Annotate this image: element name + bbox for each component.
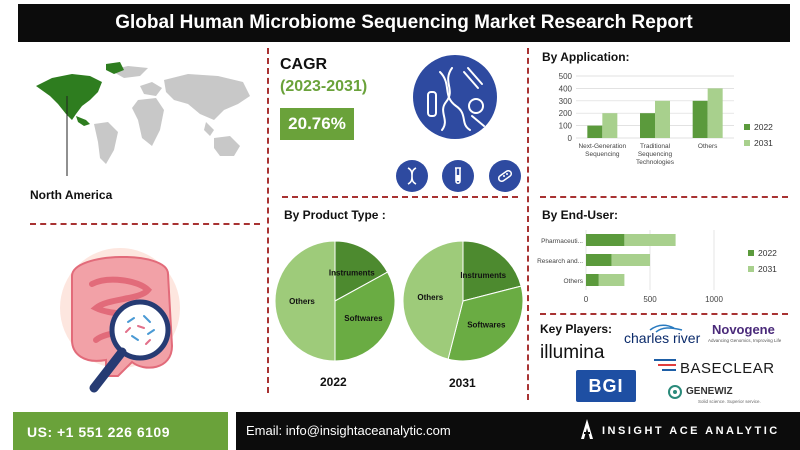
footer-phone: US: +1 551 226 6109 [27, 424, 170, 440]
genewiz-tagline: Solid science. Superior service. [698, 399, 761, 404]
pie-slice-others [402, 240, 464, 360]
pie-slice-softwares [447, 285, 524, 362]
divider-horizontal-left [30, 223, 260, 225]
cagr-period: (2023-2031) [280, 78, 368, 95]
bar-2031 [611, 254, 650, 266]
pie-year-2022: 2022 [320, 375, 347, 389]
end-user-bar-chart: 0 500 1000 Pharmaceuti... Research and... Oth… [537, 230, 777, 304]
bar-2022 [586, 274, 599, 286]
x-tick-label: Others [698, 143, 718, 150]
cagr-label: CAGR [280, 56, 328, 73]
pie-slice-instruments [334, 240, 389, 302]
pie-year-2031: 2031 [449, 376, 476, 390]
product-type-title: By Product Type : [284, 208, 386, 222]
legend-swatch-2022 [748, 250, 754, 256]
bacteria-icon [489, 160, 521, 192]
footer-phone-bar [13, 412, 228, 450]
dna-icon [396, 160, 428, 192]
x-tick-label: Sequencing [638, 151, 673, 158]
x-tick-label: 500 [643, 295, 657, 304]
bar-2031 [598, 274, 625, 286]
pie-label-instruments: Instruments [329, 269, 375, 278]
divider-horizontal-right-bottom [540, 313, 788, 315]
charles-river-logo: charles river [624, 330, 701, 346]
y-tick-label: Others [563, 278, 583, 285]
bar-2022 [692, 100, 708, 138]
legend-swatch-2031 [748, 266, 754, 272]
bar-2031 [707, 88, 723, 138]
pie-slice-instruments [462, 240, 522, 302]
legend-label-2031: 2031 [758, 264, 777, 274]
novogene-tagline: Advancing Genomics, Improving Life [708, 338, 782, 343]
pie-label-others: Others [417, 293, 443, 302]
pie-slice-others [274, 240, 336, 362]
pie-label-softwares: Softwares [467, 320, 506, 329]
divider-vertical-left [267, 48, 269, 393]
end-user-chart-title: By End-User: [542, 208, 619, 222]
legend-swatch-2022 [744, 124, 750, 130]
x-tick-label: Technologies [636, 159, 675, 166]
baseclear-mark [654, 359, 676, 371]
divider-horizontal-right-top [540, 196, 788, 198]
legend-label-2031: 2031 [754, 138, 773, 148]
bar-2022 [586, 254, 612, 266]
pie-chart-2022: Instruments Softwares Others [274, 240, 396, 362]
legend-label-2022: 2022 [758, 248, 777, 258]
region-label: North America [30, 188, 113, 202]
x-tick-label: Next-Generation [578, 143, 626, 150]
charles-river-mark [649, 324, 683, 333]
key-players-title: Key Players: [540, 322, 613, 336]
legend-label-2022: 2022 [754, 122, 773, 132]
pie-slice-softwares [334, 271, 396, 362]
divider-horizontal-middle [282, 196, 518, 198]
report-title: Global Human Microbiome Sequencing Marke… [18, 4, 790, 42]
x-tick-label: 0 [584, 295, 589, 304]
bgi-logo: BGI [576, 370, 636, 402]
application-chart-title: By Application: [542, 50, 630, 64]
divider-vertical-right [527, 48, 529, 400]
bar-2031 [624, 234, 676, 246]
y-tick-label: 0 [568, 134, 573, 143]
baseclear-logo: BASECLEAR [680, 360, 775, 377]
lab-illustration [413, 55, 497, 139]
x-tick-label: Traditional [640, 143, 671, 150]
legend-swatch-2031 [744, 140, 750, 146]
bar-2022 [640, 113, 655, 138]
genewiz-mark [668, 385, 682, 399]
application-bar-chart: 0100200300400500Next-GenerationSequencin… [559, 72, 774, 166]
bar-2022 [587, 125, 603, 138]
test-tube-icon [442, 160, 474, 192]
y-tick-label: 100 [559, 122, 573, 131]
y-tick-label: 200 [559, 109, 573, 118]
bar-2022 [586, 234, 625, 246]
pie-label-others: Others [289, 297, 315, 306]
genewiz-logo: GENEWIZ [686, 386, 733, 397]
footer-email[interactable]: Email: info@insightaceanalytic.com [246, 423, 451, 438]
brand-logo-icon [581, 419, 593, 439]
y-tick-label: 400 [559, 84, 573, 93]
gut-illustration [60, 248, 180, 393]
footer-contact-bar [236, 412, 800, 450]
bar-2031 [655, 100, 670, 138]
cagr-value: 20.76% [280, 108, 354, 140]
y-tick-label: Research and... [537, 258, 583, 265]
illumina-logo: illumina [540, 342, 605, 363]
pie-chart-2031: Instruments Softwares Others [402, 240, 524, 362]
y-tick-label: Pharmaceuti... [541, 238, 583, 245]
y-tick-label: 300 [559, 97, 573, 106]
footer-brand: INSIGHT ACE ANALYTIC [602, 425, 780, 437]
x-tick-label: Sequencing [585, 151, 620, 158]
bar-2031 [602, 113, 618, 138]
world-map [36, 62, 250, 176]
y-tick-label: 500 [559, 72, 573, 81]
pie-label-softwares: Softwares [344, 314, 383, 323]
pie-label-instruments: Instruments [460, 271, 506, 280]
novogene-logo: Novogene [712, 322, 775, 337]
x-tick-label: 1000 [705, 295, 723, 304]
